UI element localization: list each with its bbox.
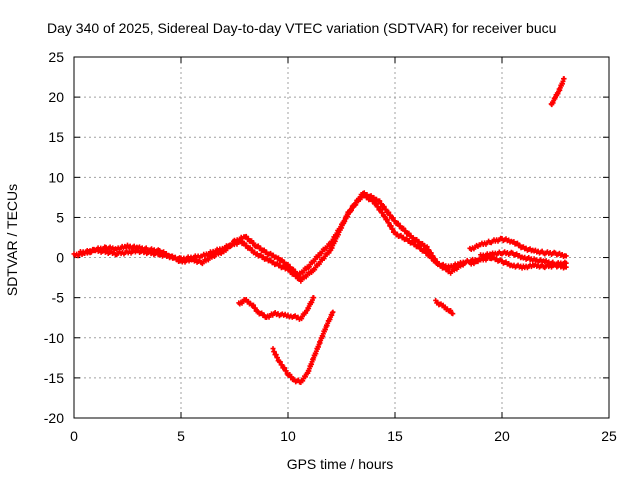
data-point xyxy=(561,76,567,82)
data-point xyxy=(387,212,393,218)
data-marks xyxy=(71,76,569,385)
data-point xyxy=(377,198,383,204)
x-tick-label: 15 xyxy=(387,428,403,444)
y-tick-label: -10 xyxy=(44,330,64,346)
data-point xyxy=(375,204,381,210)
data-point xyxy=(406,230,412,236)
data-point xyxy=(383,206,389,212)
plot-frame xyxy=(73,56,610,419)
data-point xyxy=(463,259,469,265)
data-point xyxy=(277,359,283,365)
grid-lines xyxy=(74,57,609,418)
y-tick-label: 15 xyxy=(48,129,64,145)
x-tick-label: 20 xyxy=(494,428,510,444)
data-point xyxy=(285,261,291,267)
x-tick-label: 10 xyxy=(280,428,296,444)
y-tick-label: 10 xyxy=(48,169,64,185)
y-tick-label: -20 xyxy=(44,410,64,426)
data-point xyxy=(450,311,456,317)
data-point xyxy=(378,207,384,213)
x-tick-label: 0 xyxy=(70,428,78,444)
data-point xyxy=(428,250,434,256)
data-point xyxy=(381,204,387,210)
data-point xyxy=(563,260,569,266)
data-point xyxy=(430,253,436,259)
series-track-late-c xyxy=(478,249,569,268)
series-track-short xyxy=(433,297,456,317)
data-point xyxy=(373,201,379,207)
series-track-late-a xyxy=(467,235,569,260)
data-point xyxy=(283,368,289,374)
series-track-high xyxy=(548,76,567,108)
chart-title: Day 340 of 2025, Sidereal Day-to-day VTE… xyxy=(47,20,557,36)
data-point xyxy=(330,309,336,315)
data-point xyxy=(279,362,285,368)
y-tick-label: 5 xyxy=(56,209,64,225)
y-axis-label: SDTVAR / TECUs xyxy=(4,183,20,297)
data-point xyxy=(397,223,403,229)
series-track-main-b xyxy=(77,190,469,284)
data-point xyxy=(403,228,409,234)
x-tick-label: 5 xyxy=(177,428,185,444)
axis-ticks: 0 5 10 15 20 25 -20 -15 -10 -5 0 5 10 15 20 25 xyxy=(44,49,617,444)
data-point xyxy=(252,305,258,311)
data-point xyxy=(282,365,288,371)
series-track-dip-upper xyxy=(236,295,317,322)
y-tick-label: 20 xyxy=(48,89,64,105)
data-point xyxy=(426,247,432,253)
data-point xyxy=(378,201,384,207)
y-tick-label: -15 xyxy=(44,370,64,386)
data-point xyxy=(386,209,392,215)
y-tick-label: 25 xyxy=(48,49,64,65)
data-point xyxy=(380,210,386,216)
x-tick-label: 25 xyxy=(601,428,617,444)
y-tick-label: 0 xyxy=(56,250,64,266)
data-point xyxy=(424,244,430,250)
data-point xyxy=(390,215,396,221)
data-point xyxy=(563,253,569,259)
y-tick-label: -5 xyxy=(52,290,65,306)
data-point xyxy=(392,218,398,224)
data-point xyxy=(311,295,317,301)
data-point xyxy=(448,308,454,314)
data-point xyxy=(395,220,401,226)
x-axis-label: GPS time / hours xyxy=(286,456,394,472)
data-point xyxy=(432,256,438,262)
series-track-dip-lower xyxy=(270,309,336,385)
data-point xyxy=(251,240,257,246)
data-point xyxy=(250,302,256,308)
data-point xyxy=(401,225,407,231)
